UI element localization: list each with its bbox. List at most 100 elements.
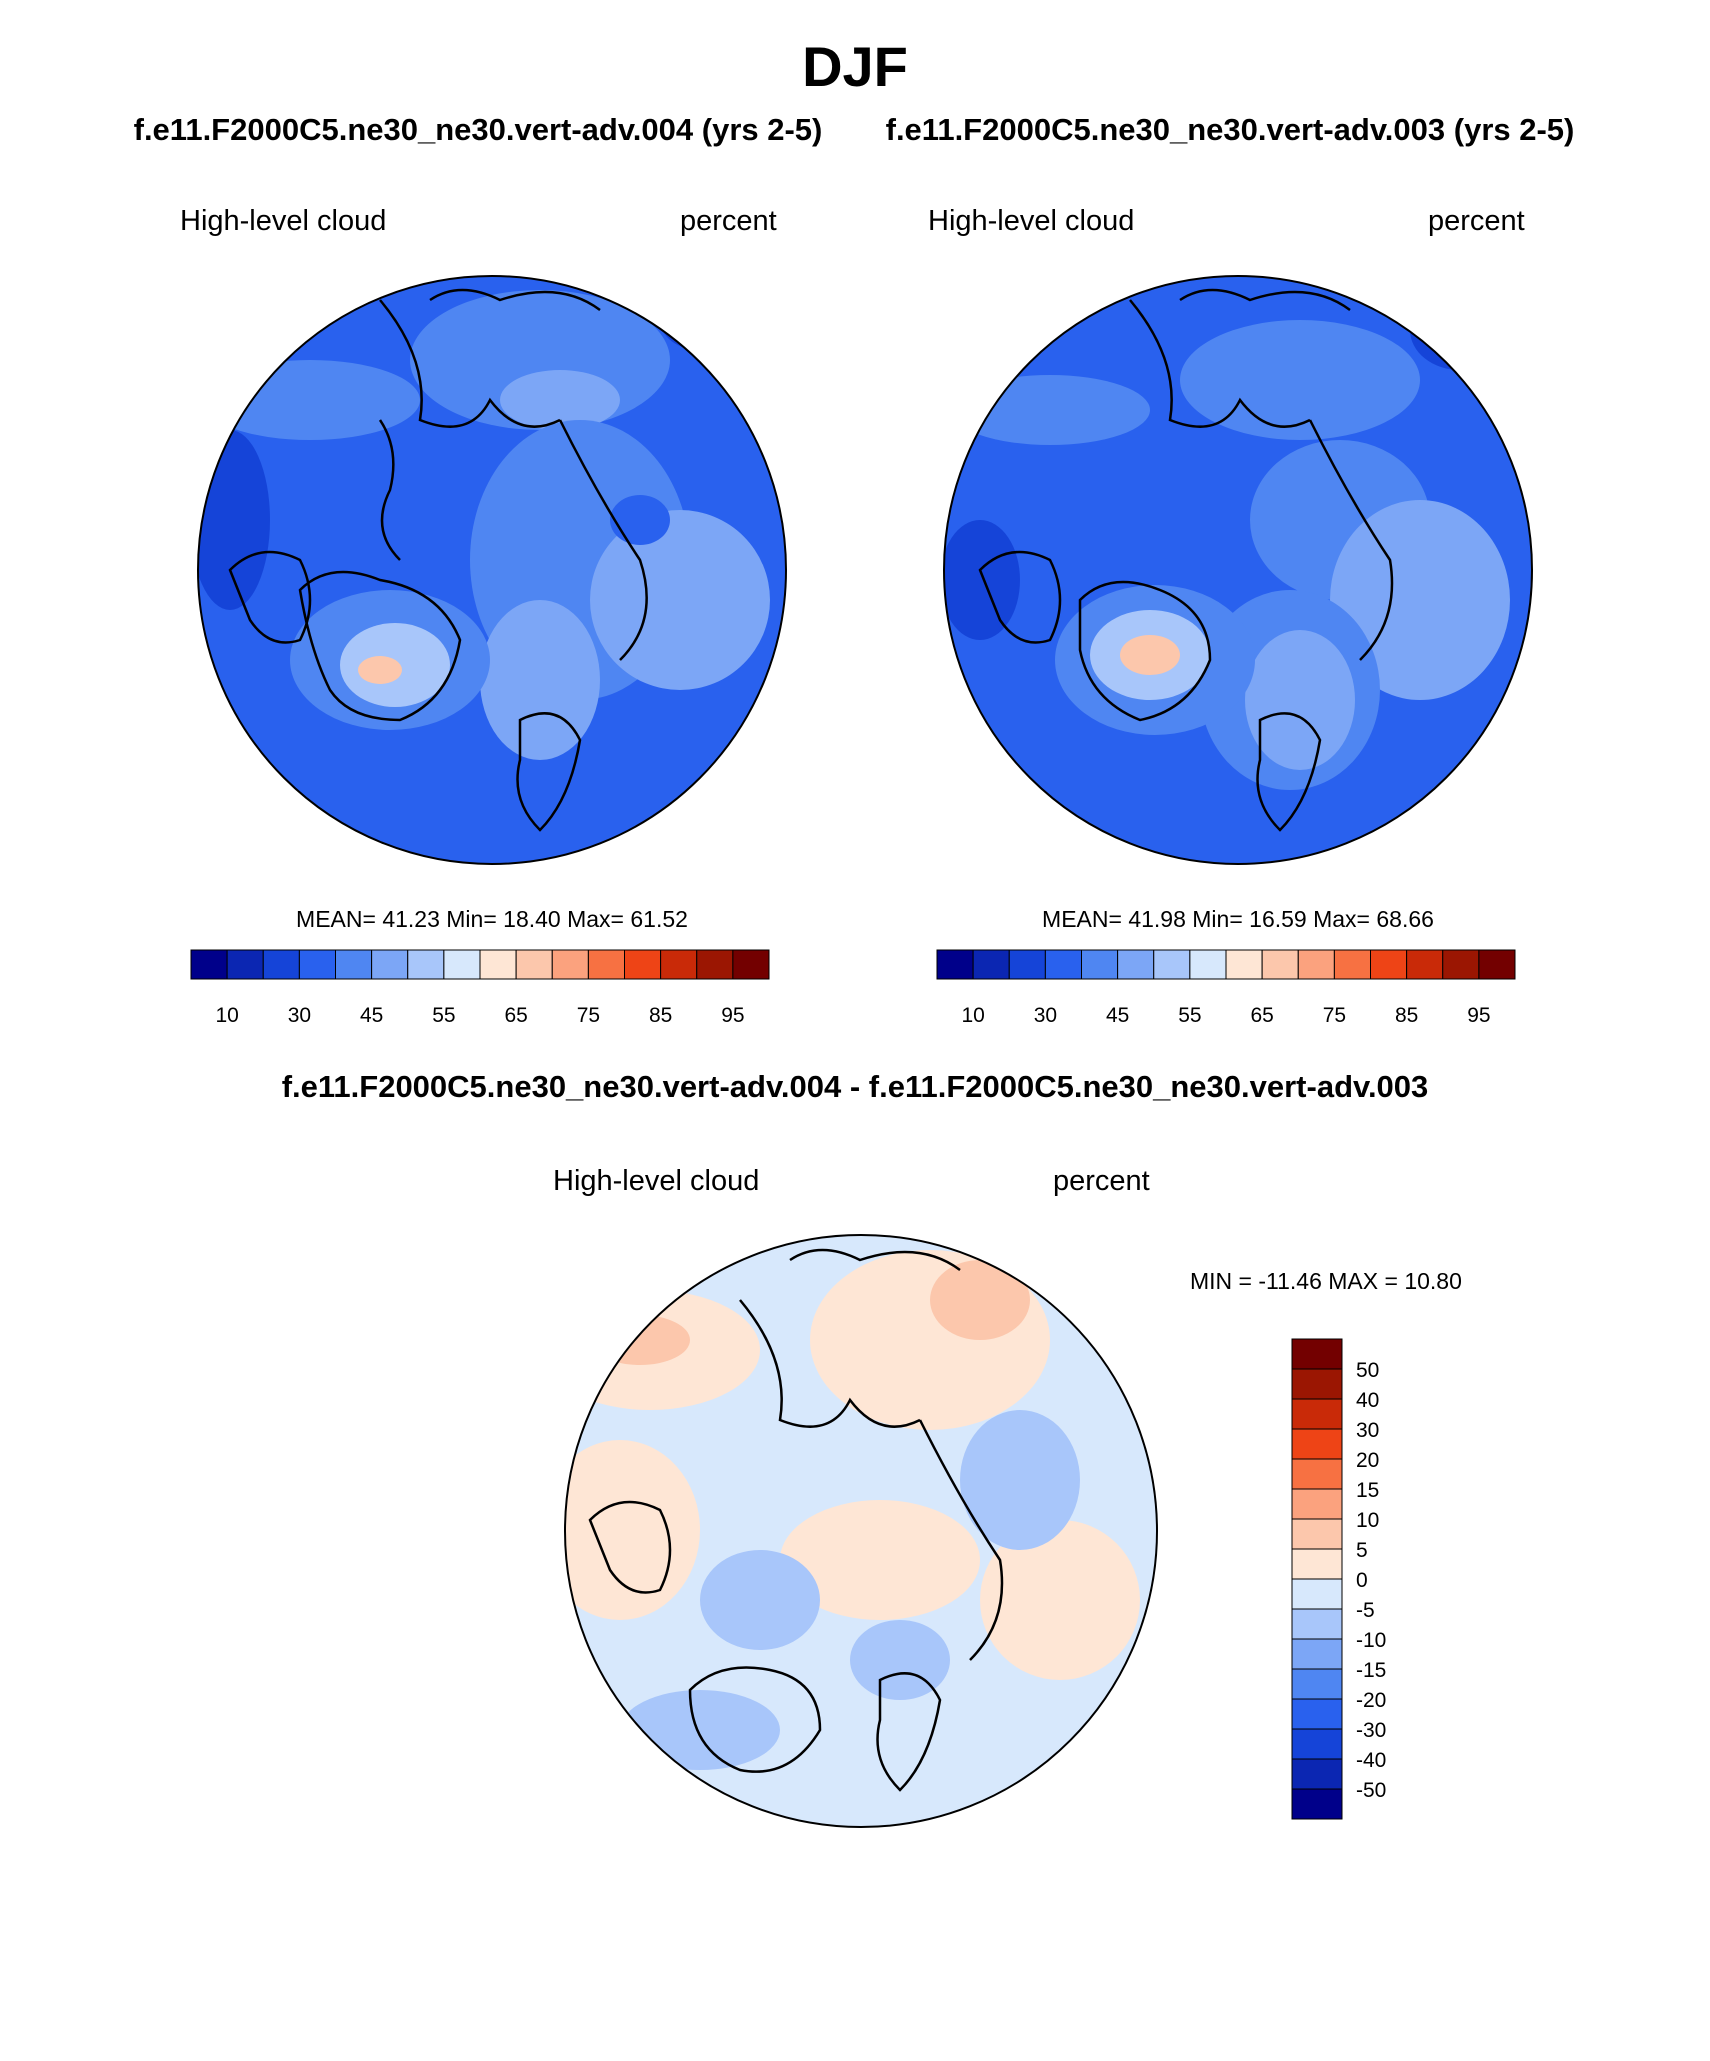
colorbar-tick-label: 85	[1395, 1004, 1418, 1027]
colorbar-swatch	[1261, 949, 1299, 980]
colorbar-swatch	[1297, 949, 1335, 980]
colorbar-swatch	[732, 949, 770, 980]
colorbar-swatch	[972, 949, 1010, 980]
colorbar-swatch	[1370, 949, 1408, 980]
colorbar-swatch	[587, 949, 625, 980]
colorbar-swatch	[443, 949, 481, 980]
colorbar-swatch	[1291, 1638, 1343, 1670]
colorbar-swatch	[1291, 1368, 1343, 1400]
colorbar-tick-label: -50	[1356, 1779, 1386, 1802]
subtitle-right: f.e11.F2000C5.ne30_ne30.vert-adv.003 (yr…	[886, 112, 1575, 147]
colorbar-swatch	[1291, 1398, 1343, 1430]
colorbar-swatch	[1291, 1758, 1343, 1790]
colorbar-tick-label: -20	[1356, 1689, 1386, 1712]
panel-model-004: High-level cloud percent MEAN=	[180, 205, 787, 1027]
colorbar-swatch	[1291, 1458, 1343, 1490]
colorbar-swatch	[515, 949, 553, 980]
colorbar-swatch	[371, 949, 409, 980]
colorbar-tick-label: 75	[577, 1004, 600, 1027]
colorbar-tick-label: 40	[1356, 1389, 1379, 1412]
colorbar-swatch	[696, 949, 734, 980]
colorbar-tick-label: 10	[215, 1004, 238, 1027]
colorbar-tick-label: 30	[1356, 1419, 1379, 1442]
colorbar-swatch	[1081, 949, 1119, 980]
colorbar-tick-label: 65	[504, 1004, 527, 1027]
panel2-variable-label: High-level cloud	[928, 205, 1134, 237]
colorbar-swatch	[1291, 1518, 1343, 1550]
subtitle-left: f.e11.F2000C5.ne30_ne30.vert-adv.004 (yr…	[134, 112, 823, 147]
colorbar-tick-label: 75	[1323, 1004, 1346, 1027]
colorbar-swatch	[1291, 1698, 1343, 1730]
colorbar-tick-label: -30	[1356, 1719, 1386, 1742]
colorbar-tick-label: 55	[1178, 1004, 1201, 1027]
colorbar-tick-label: 5	[1356, 1539, 1368, 1562]
colorbar-tick-label: 45	[1106, 1004, 1129, 1027]
colorbar-tick-label: 30	[288, 1004, 311, 1027]
difference-title: f.e11.F2000C5.ne30_ne30.vert-adv.004 - f…	[282, 1069, 1429, 1104]
panel3-units-label: percent	[1053, 1165, 1150, 1197]
panel1-variable-label: High-level cloud	[180, 205, 386, 237]
colorbar-tick-label: -15	[1356, 1659, 1386, 1682]
panel-difference: High-level cloud percent MIN = -11.46 MA…	[553, 1165, 1462, 1828]
colorbar-swatch	[407, 949, 445, 980]
colorbar-tick-label: 85	[649, 1004, 672, 1027]
colorbar-swatch	[1291, 1788, 1343, 1820]
colorbar-swatch	[1291, 1428, 1343, 1460]
colorbar-tick-label: 65	[1250, 1004, 1273, 1027]
colorbar-swatch	[479, 949, 517, 980]
colorbar-tick-label: 45	[360, 1004, 383, 1027]
panel2-colorbar: 10 30 45 55 65 75 85 95	[936, 949, 1516, 1027]
colorbar-swatch	[226, 949, 264, 980]
panel3-stats: MIN = -11.46 MAX = 10.80	[1190, 1268, 1462, 1294]
colorbar-swatch	[1291, 1608, 1343, 1640]
colorbar-tick-label: -5	[1356, 1599, 1375, 1622]
colorbar-swatch	[624, 949, 662, 980]
colorbar-tick-label: 10	[1356, 1509, 1379, 1532]
panel3-map	[565, 1235, 1157, 1827]
colorbar-swatch	[190, 949, 228, 980]
colorbar-swatch	[1291, 1338, 1343, 1370]
colorbar-swatch	[1291, 1488, 1343, 1520]
colorbar-tick-label: -10	[1356, 1629, 1386, 1652]
colorbar-swatch	[1291, 1728, 1343, 1760]
panel1-map	[198, 276, 786, 864]
colorbar-tick-label: 10	[961, 1004, 984, 1027]
colorbar-swatch	[1189, 949, 1227, 980]
colorbar-tick-label: 30	[1034, 1004, 1057, 1027]
colorbar-tick-label: 0	[1356, 1569, 1368, 1592]
colorbar-swatch	[1291, 1668, 1343, 1700]
panel2-stats: MEAN= 41.98 Min= 16.59 Max= 68.66	[1042, 906, 1434, 932]
colorbar-swatch	[1291, 1548, 1343, 1580]
panel2-units-label: percent	[1428, 205, 1525, 237]
colorbar-swatch	[551, 949, 589, 980]
colorbar-tick-label: 55	[432, 1004, 455, 1027]
colorbar-swatch	[1225, 949, 1263, 980]
colorbar-tick-label: 95	[1467, 1004, 1490, 1027]
colorbar-tick-label: -40	[1356, 1749, 1386, 1772]
colorbar-tick-label: 95	[721, 1004, 744, 1027]
colorbar-swatch	[262, 949, 300, 980]
panel-model-003: High-level cloud percent MEAN= 41.98 Min…	[928, 205, 1533, 1027]
colorbar-swatch	[1291, 1578, 1343, 1610]
colorbar-swatch	[1406, 949, 1444, 980]
colorbar-swatch	[1153, 949, 1191, 980]
panel1-units-label: percent	[680, 205, 777, 237]
panel2-map	[944, 276, 1532, 864]
colorbar-swatch	[1044, 949, 1082, 980]
colorbar-swatch	[1117, 949, 1155, 980]
colorbar-swatch	[936, 949, 974, 980]
colorbar-swatch	[660, 949, 698, 980]
colorbar-swatch	[1442, 949, 1480, 980]
colorbar-tick-label: 20	[1356, 1449, 1379, 1472]
colorbar-swatch	[1008, 949, 1046, 980]
colorbar-tick-label: 50	[1356, 1359, 1379, 1382]
colorbar-swatch	[1478, 949, 1516, 980]
panel3-variable-label: High-level cloud	[553, 1165, 759, 1197]
panel1-stats: MEAN= 41.23 Min= 18.40 Max= 61.52	[296, 906, 688, 932]
colorbar-swatch	[335, 949, 373, 980]
colorbar-swatch	[1333, 949, 1371, 980]
panel1-colorbar: 10 30 45 55 65 75 85 95	[190, 949, 770, 1027]
figure-title: DJF	[802, 35, 908, 98]
